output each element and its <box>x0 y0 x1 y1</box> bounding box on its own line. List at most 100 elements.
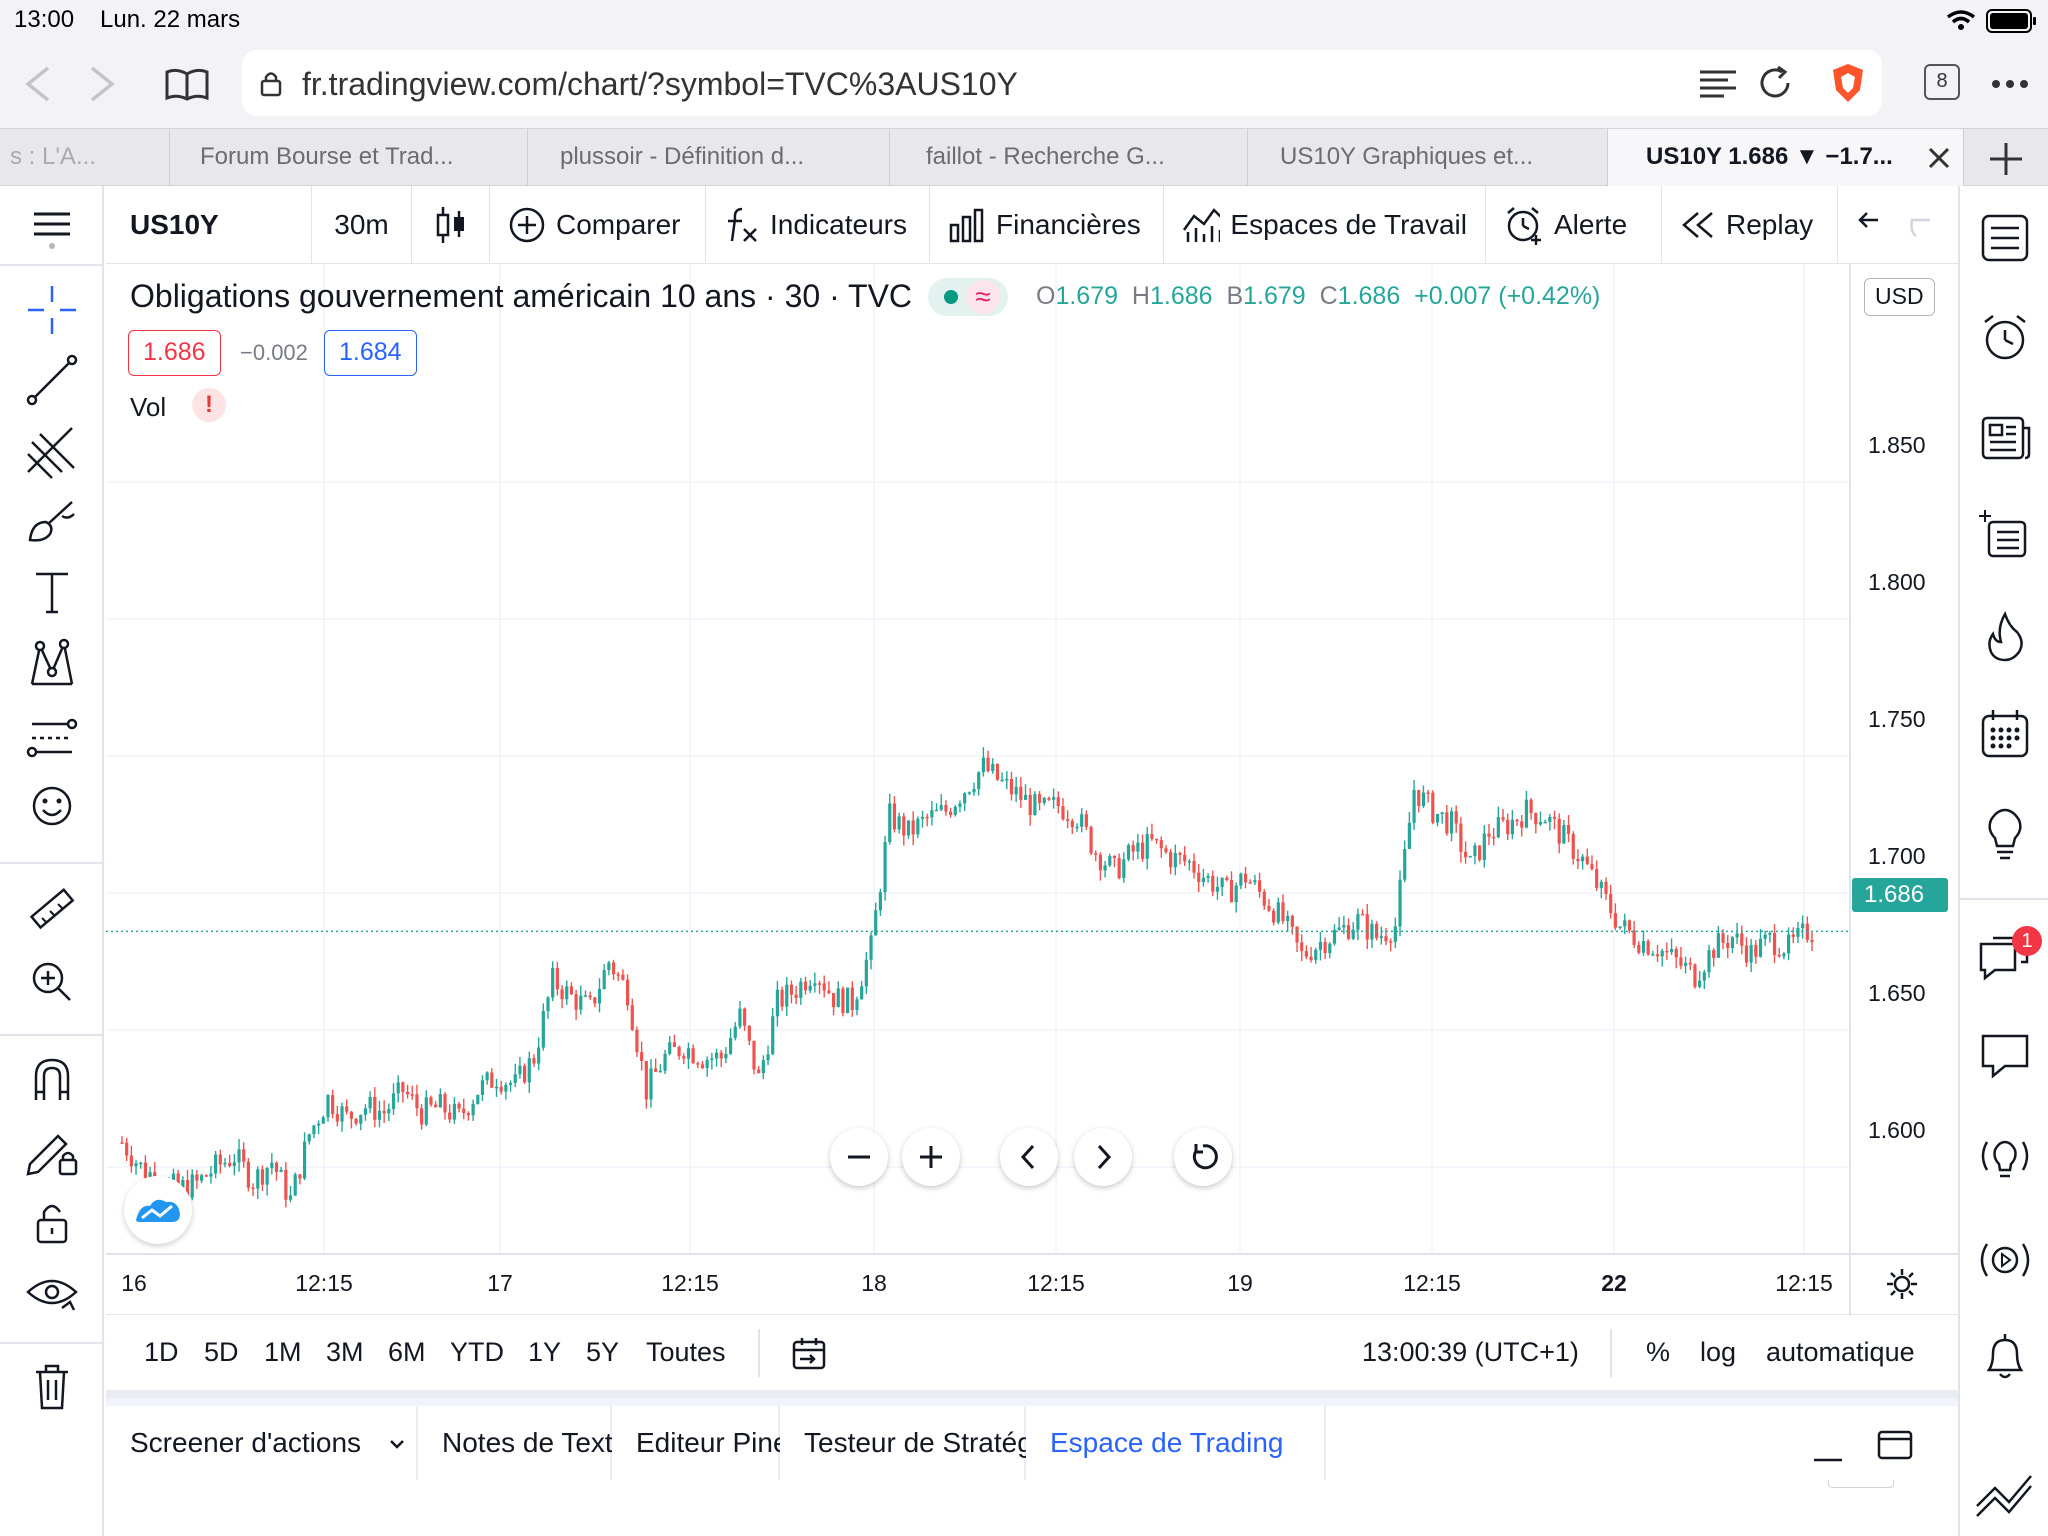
hotlist-fire-icon[interactable] <box>1975 606 2035 666</box>
percent-scale-toggle[interactable]: % <box>1646 1337 1671 1367</box>
text-tool-icon[interactable] <box>22 562 82 622</box>
candle-body <box>1627 920 1632 931</box>
alarm-clock-icon[interactable] <box>1975 308 2035 368</box>
prediction-tool-icon[interactable] <box>22 706 82 766</box>
ideas-bulb-icon[interactable] <box>1975 804 2035 864</box>
range-1y[interactable]: 1Y <box>528 1337 562 1367</box>
undo-icon[interactable] <box>1856 210 1878 240</box>
symbol-search-button[interactable]: US10Y <box>106 186 312 264</box>
price-chart[interactable] <box>106 264 1958 1314</box>
clock-timezone[interactable]: 13:00:39 (UTC+1) <box>1362 1337 1579 1367</box>
browser-tab[interactable]: US10Y Graphiques et... <box>1248 129 1608 186</box>
currency-button[interactable]: USD <box>1864 278 1935 316</box>
trading-panel-icon[interactable] <box>1975 1466 2035 1526</box>
crosshair-icon[interactable] <box>22 280 82 340</box>
news-icon[interactable] <box>1975 408 2035 468</box>
new-tab-icon[interactable] <box>1988 141 2024 177</box>
notifications-bell-icon[interactable] <box>1975 1328 2035 1388</box>
streams-icon[interactable] <box>1975 1128 2035 1188</box>
range-1d[interactable]: 1D <box>144 1337 179 1367</box>
tab-stock-screener[interactable]: Screener d'actions <box>106 1406 418 1480</box>
browser-tab-active[interactable]: US10Y 1.686 ▼ −1.7... <box>1608 129 1964 186</box>
messages-icon[interactable] <box>1975 1026 2035 1086</box>
scroll-right-button[interactable] <box>1074 1128 1132 1186</box>
broadcast-play-icon[interactable] <box>1975 1230 2035 1290</box>
bookmarks-icon[interactable] <box>164 66 210 102</box>
volume-label[interactable]: Vol <box>130 392 167 422</box>
tab-strategy-tester[interactable]: Testeur de Stratégie <box>780 1406 1055 1480</box>
buy-price-button[interactable]: 1.684 <box>324 330 417 376</box>
sell-price-button[interactable]: 1.686 <box>128 330 221 376</box>
replay-button[interactable]: Replay <box>1662 186 1838 264</box>
magnet-icon[interactable] <box>22 1050 82 1110</box>
forward-icon[interactable] <box>84 64 120 104</box>
candle-body <box>625 979 630 1006</box>
minimize-panel-icon[interactable] <box>1810 1428 1846 1464</box>
zoom-in-button[interactable] <box>902 1128 960 1186</box>
volume-warning-icon[interactable]: ! <box>192 388 226 422</box>
workspaces-button[interactable]: Espaces de Travail <box>1164 186 1486 264</box>
notification-badge: 1 <box>2012 926 2042 956</box>
tab-count-button[interactable]: 8 <box>1924 64 1960 100</box>
emoji-icon[interactable] <box>22 776 82 836</box>
fib-tools-icon[interactable] <box>22 422 82 482</box>
address-bar[interactable]: fr.tradingview.com/chart/?symbol=TVC%3AU… <box>242 50 1882 116</box>
tab-text-notes[interactable]: Notes de Texte <box>418 1406 628 1480</box>
range-3m[interactable]: 3M <box>326 1337 364 1367</box>
tab-pine-editor[interactable]: Editeur Pine <box>612 1406 789 1480</box>
zoom-in-icon[interactable] <box>22 952 82 1012</box>
lock-drawing-icon[interactable] <box>22 1120 82 1180</box>
browser-tab[interactable]: plussoir - Définition d... <box>528 129 890 186</box>
scroll-left-button[interactable] <box>1000 1128 1058 1186</box>
watchlist-icon[interactable] <box>1975 208 2035 268</box>
brush-icon[interactable] <box>22 492 82 552</box>
log-scale-toggle[interactable]: log <box>1700 1337 1737 1367</box>
object-tree-icon[interactable] <box>1975 504 2035 564</box>
trash-icon[interactable] <box>22 1356 82 1416</box>
browser-tab[interactable]: s : L'A... <box>0 129 170 186</box>
range-ytd[interactable]: YTD <box>450 1337 504 1367</box>
panel-handle[interactable] <box>1828 1480 1894 1488</box>
close-tab-icon[interactable] <box>1928 147 1950 169</box>
reset-chart-button[interactable] <box>1174 1128 1232 1186</box>
unlock-icon[interactable] <box>22 1192 82 1252</box>
redo-icon[interactable] <box>1908 210 1930 240</box>
financials-button[interactable]: Financières <box>930 186 1164 264</box>
trend-line-icon[interactable] <box>22 350 82 410</box>
back-icon[interactable] <box>20 64 56 104</box>
status-pill[interactable]: ≈ <box>928 278 1008 316</box>
browser-tab[interactable]: faillot - Recherche G... <box>890 129 1248 186</box>
zoom-out-button[interactable] <box>830 1128 888 1186</box>
ruler-icon[interactable] <box>22 880 82 940</box>
maximize-panel-icon[interactable] <box>1876 1428 1914 1464</box>
candle-body <box>424 1097 428 1125</box>
alert-button[interactable]: Alerte <box>1486 186 1662 264</box>
range-5y[interactable]: 5Y <box>586 1337 620 1367</box>
auto-scale-toggle[interactable]: automatique <box>1766 1337 1915 1367</box>
tab-trading-panel[interactable]: Espace de Trading <box>1026 1406 1326 1480</box>
range-5d[interactable]: 5D <box>204 1337 239 1367</box>
settings-gear-icon[interactable] <box>1884 1266 1920 1302</box>
reader-icon[interactable] <box>1698 66 1738 102</box>
pattern-tool-icon[interactable] <box>22 634 82 694</box>
range-6m[interactable]: 6M <box>388 1337 426 1367</box>
more-icon[interactable] <box>1990 78 2030 90</box>
range-1m[interactable]: 1M <box>264 1337 302 1367</box>
eye-icon[interactable] <box>22 1262 82 1322</box>
interval-button[interactable]: 30m <box>312 186 412 264</box>
compare-button[interactable]: Comparer <box>490 186 706 264</box>
range-all[interactable]: Toutes <box>646 1337 726 1367</box>
brave-shield-icon[interactable] <box>1830 62 1866 104</box>
status-time: 13:00 <box>14 6 75 33</box>
chart-type-button[interactable] <box>412 186 490 264</box>
tradingview-logo-button[interactable] <box>124 1176 192 1244</box>
calendar-icon[interactable] <box>1975 704 2035 764</box>
menu-icon[interactable] <box>22 196 82 256</box>
series-title[interactable]: Obligations gouvernement américain 10 an… <box>130 278 913 314</box>
browser-tab[interactable]: Forum Bourse et Trad... <box>170 129 528 186</box>
chart-pane[interactable]: Obligations gouvernement américain 10 an… <box>106 264 1958 1314</box>
url-text[interactable]: fr.tradingview.com/chart/?symbol=TVC%3AU… <box>302 66 1018 102</box>
indicators-button[interactable]: Indicateurs <box>706 186 930 264</box>
reload-icon[interactable] <box>1756 64 1794 102</box>
goto-date-icon[interactable] <box>790 1335 828 1373</box>
